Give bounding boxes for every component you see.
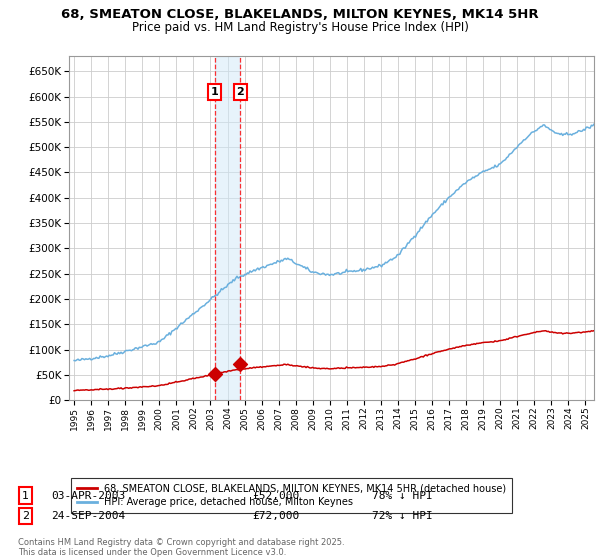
Point [210,370,220,379]
Text: 2: 2 [236,87,244,97]
Legend: 68, SMEATON CLOSE, BLAKELANDS, MILTON KEYNES, MK14 5HR (detached house), HPI: Av: 68, SMEATON CLOSE, BLAKELANDS, MILTON KE… [71,478,512,513]
Text: 68, SMEATON CLOSE, BLAKELANDS, MILTON KEYNES, MK14 5HR: 68, SMEATON CLOSE, BLAKELANDS, MILTON KE… [61,8,539,21]
Text: 72% ↓ HPI: 72% ↓ HPI [372,511,433,521]
Text: 1: 1 [22,491,29,501]
Text: 2: 2 [22,511,29,521]
Text: £72,000: £72,000 [252,511,299,521]
Bar [215,56,241,400]
Text: £52,000: £52,000 [252,491,299,501]
Text: Price paid vs. HM Land Registry's House Price Index (HPI): Price paid vs. HM Land Registry's House … [131,21,469,34]
Text: 24-SEP-2004: 24-SEP-2004 [51,511,125,521]
Point [236,360,245,368]
Text: 1: 1 [211,87,218,97]
Text: Contains HM Land Registry data © Crown copyright and database right 2025.
This d: Contains HM Land Registry data © Crown c… [18,538,344,557]
Text: 78% ↓ HPI: 78% ↓ HPI [372,491,433,501]
Text: 03-APR-2003: 03-APR-2003 [51,491,125,501]
